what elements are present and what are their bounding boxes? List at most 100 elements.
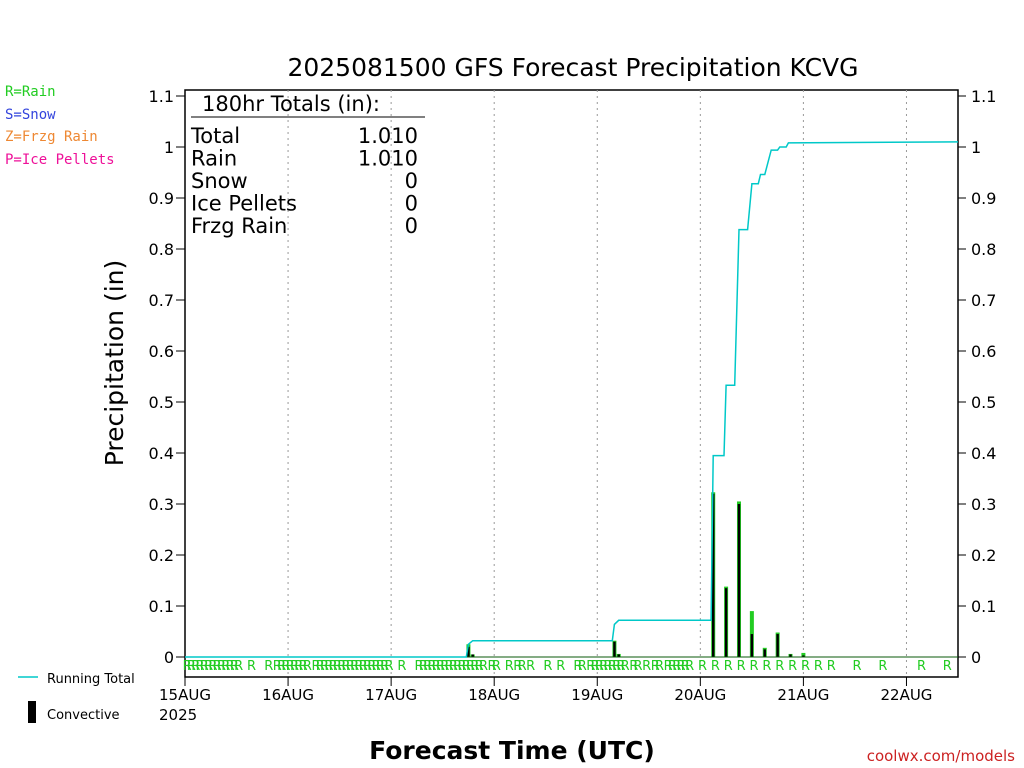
ptype-marker: R <box>440 659 449 674</box>
ptype-marker: R <box>363 659 372 674</box>
ptype-marker: R <box>943 659 952 674</box>
x-tick-label: 21AUG <box>777 686 829 704</box>
ptype-marker: R <box>762 659 771 674</box>
y-axis-label: Precipitation (in) <box>100 260 129 467</box>
legend-running-total: Running Total <box>47 672 135 687</box>
ptype-marker: R <box>655 659 664 674</box>
ptype-marker: R <box>264 659 273 674</box>
ptype-marker: R <box>449 659 458 674</box>
ptype-marker: R <box>324 659 333 674</box>
ptype-marker: R <box>685 659 694 674</box>
totals-row-name: Frzg Rain <box>191 214 287 238</box>
x-tick-label: 16AUG <box>262 686 314 704</box>
ptype-marker: R <box>200 659 209 674</box>
convective-bar <box>613 641 616 657</box>
y-tick-label-right: 0.9 <box>971 189 996 208</box>
legend-freezing-rain: Z=Frzg Rain <box>5 129 98 145</box>
ptype-marker: R <box>281 659 290 674</box>
ptype-marker: R <box>367 659 376 674</box>
ptype-marker: R <box>191 659 200 674</box>
ptype-marker: R <box>612 659 621 674</box>
ptype-marker: R <box>513 659 522 674</box>
y-tick-label-right: 0.1 <box>971 597 996 616</box>
ptype-marker: R <box>311 659 320 674</box>
x-axis: 15AUG 16AUG 17AUG 18AUG 19AUG 20AUG 21AUG 22AUG… <box>159 677 932 724</box>
ptype-marker: R <box>479 659 488 674</box>
y-tick-label-left: 0.8 <box>149 240 174 259</box>
x-tick-label: 20AUG <box>674 686 726 704</box>
ptype-marker: R <box>556 659 565 674</box>
ptype-marker: R <box>801 659 810 674</box>
ptype-marker: R <box>183 659 192 674</box>
ptype-marker: R <box>427 659 436 674</box>
ptype-marker: R <box>737 659 746 674</box>
ptype-marker: R <box>419 659 428 674</box>
ptype-marker: R <box>591 659 600 674</box>
ptype-legend: R=Rain S=Snow Z=Frzg Rain P=Ice Pellets <box>5 84 115 168</box>
totals-row-value: 0 <box>405 169 418 193</box>
ptype-marker: R <box>599 659 608 674</box>
plot-frame <box>184 89 959 678</box>
ptype-marker: R <box>423 659 432 674</box>
ptype-marker: R <box>277 659 286 674</box>
y-tick-label-right: 0.4 <box>971 444 996 463</box>
ptype-marker: R <box>217 659 226 674</box>
ptype-marker: R <box>676 659 685 674</box>
ptype-marker: R <box>273 659 282 674</box>
ptype-marker: R <box>294 659 303 674</box>
ptype-marker: R <box>672 659 681 674</box>
ptype-marker: R <box>651 659 660 674</box>
ptype-marker: R <box>616 659 625 674</box>
convective-bar <box>789 654 792 657</box>
ptype-marker: R <box>466 659 475 674</box>
y-tick-label-right: 0.6 <box>971 342 996 361</box>
y-tick-label-left: 0.5 <box>149 393 174 412</box>
convective-bar <box>750 634 754 657</box>
ptype-marker: R <box>221 659 230 674</box>
ptype-marker: R <box>445 659 454 674</box>
ptype-marker: R <box>320 659 329 674</box>
ptype-marker: R <box>526 659 535 674</box>
ptype-marker: R <box>299 659 308 674</box>
totals-header: 180hr Totals (in): <box>202 92 380 116</box>
ptype-marker: R <box>196 659 205 674</box>
ptype-marker: R <box>543 659 552 674</box>
ptype-marker: R <box>698 659 707 674</box>
ptype-marker: R <box>642 659 651 674</box>
ptype-marker: R <box>578 659 587 674</box>
ptype-marker: R <box>608 659 617 674</box>
ptype-marker: R <box>629 659 638 674</box>
totals-row-name: Total <box>190 124 240 148</box>
y-axis: 0 00.1 0.10.2 0.20.3 0.30.4 0.40.5 0.50.6 0.60.… <box>149 87 997 667</box>
y-tick-label-right: 0.3 <box>971 495 996 514</box>
legend-rain: R=Rain <box>5 84 56 100</box>
totals-row-name: Rain <box>191 147 237 171</box>
legend-ice-pellets: P=Ice Pellets <box>5 152 115 168</box>
precip-bars <box>185 492 958 658</box>
totals-row-value: 1.010 <box>358 147 418 171</box>
ptype-marker: R <box>492 659 501 674</box>
x-tick-label: 15AUG <box>159 686 211 704</box>
ptype-marker: R <box>470 659 479 674</box>
ptype-marker: R <box>432 659 441 674</box>
ptype-marker: R <box>372 659 381 674</box>
credit-text: coolwx.com/models <box>867 747 1015 765</box>
totals-row-name: Ice Pellets <box>191 192 297 216</box>
y-tick-label-right: 0.8 <box>971 240 996 259</box>
ptype-marker: R <box>333 659 342 674</box>
chart-title: 2025081500 GFS Forecast Precipitation KC… <box>287 53 858 82</box>
y-tick-label-right: 0.5 <box>971 393 996 412</box>
convective-bar <box>471 654 474 657</box>
ptype-marker: R <box>775 659 784 674</box>
ptype-marker: R <box>208 659 217 674</box>
ptype-marker: R <box>853 659 862 674</box>
y-tick-label-right: 1.1 <box>971 87 996 106</box>
ptype-marker: R <box>316 659 325 674</box>
ptype-marker: R <box>247 659 256 674</box>
bottom-legend: Running Total Convective <box>18 672 135 723</box>
legend-convective: Convective <box>47 708 120 723</box>
y-tick-label-left: 0.6 <box>149 342 174 361</box>
legend-snow: S=Snow <box>5 107 56 123</box>
